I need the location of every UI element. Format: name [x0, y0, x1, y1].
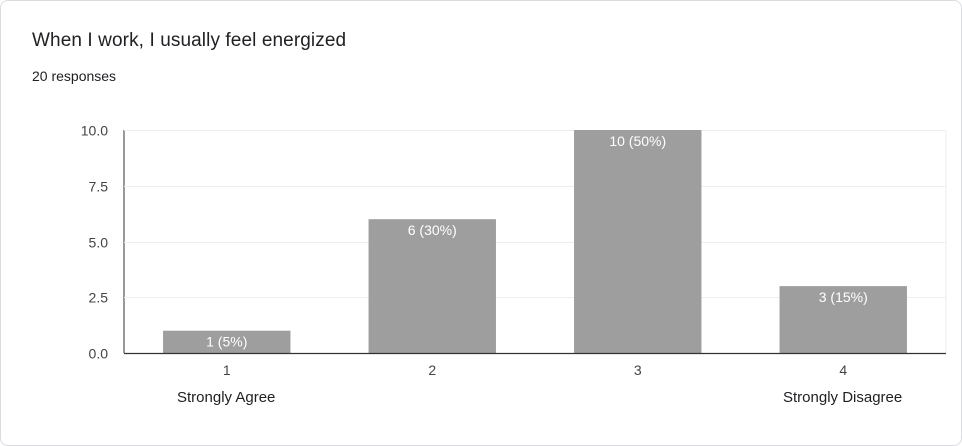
scale-label-low: Strongly Agree: [177, 389, 276, 406]
x-tick-label: 4: [839, 362, 847, 378]
bar-data-label: 6 (30%): [408, 222, 457, 238]
y-tick-label: 7.5: [89, 179, 109, 195]
bar: [368, 219, 496, 353]
bars: 1 (5%) 6 (30%) 10 (50%) 3 (15%): [124, 130, 946, 355]
x-tick-label: 2: [428, 362, 436, 378]
bar: [779, 286, 907, 353]
bar: [163, 330, 291, 353]
bar-data-label: 10 (50%): [609, 133, 666, 149]
x-tick-label: 3: [634, 362, 642, 378]
scale-label-high: Strongly Disagree: [783, 389, 903, 406]
response-count: 20 responses: [32, 68, 117, 84]
bar-data-label: 1 (5%): [206, 334, 247, 350]
y-tick-label: 5.0: [89, 235, 109, 251]
bar-data-label: 3 (15%): [819, 289, 868, 305]
y-tick-label: 0.0: [89, 346, 109, 362]
bar: [574, 130, 702, 353]
y-tick-label: 2.5: [89, 290, 109, 306]
y-tick-label: 10.0: [81, 123, 108, 139]
question-title: When I work, I usually feel energized: [32, 30, 347, 51]
y-axis-ticks: 0.0 2.5 5.0 7.5 10.0: [81, 123, 108, 362]
x-tick-label: 1: [223, 362, 231, 378]
x-axis-ticks: 1 2 3 4: [223, 362, 848, 378]
